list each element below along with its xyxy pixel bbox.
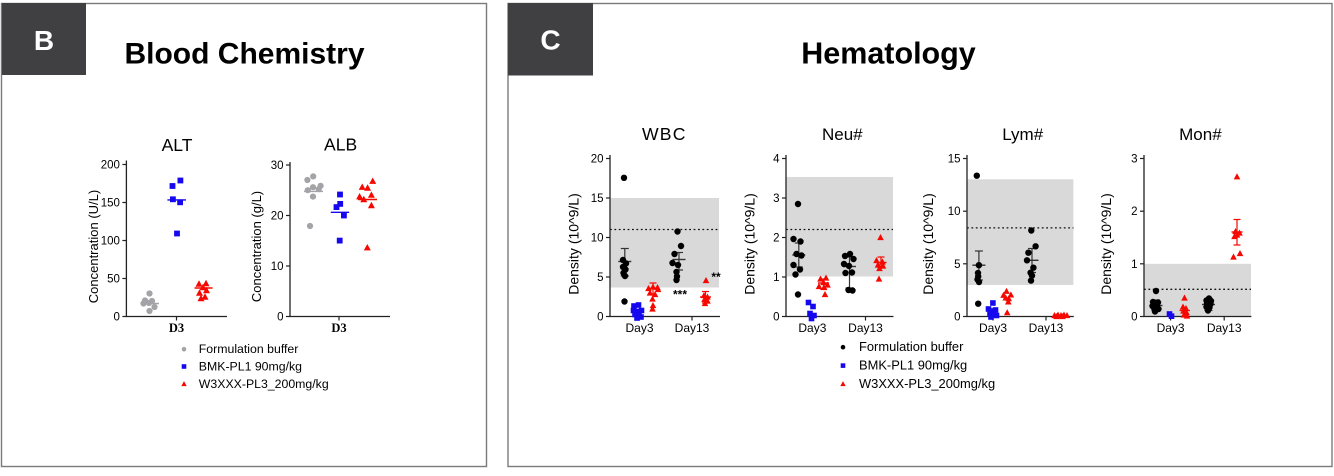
svg-text:Lym#: Lym#: [1002, 125, 1043, 144]
svg-text:0: 0: [954, 312, 960, 324]
svg-text:0: 0: [773, 312, 779, 324]
svg-text:BMK-PL1 90mg/kg: BMK-PL1 90mg/kg: [859, 358, 967, 373]
svg-text:30: 30: [271, 160, 284, 172]
svg-text:3: 3: [773, 193, 779, 205]
svg-text:20: 20: [271, 211, 284, 223]
svg-text:0: 0: [1131, 312, 1137, 324]
svg-text:ALB: ALB: [324, 135, 357, 155]
svg-text:Day3: Day3: [1157, 321, 1185, 335]
svg-text:B: B: [34, 25, 54, 56]
svg-text:Concentration (U/L): Concentration (U/L): [86, 190, 101, 303]
svg-text:Day13: Day13: [1029, 321, 1064, 335]
svg-text:15: 15: [948, 154, 961, 166]
svg-text:Day3: Day3: [798, 321, 826, 335]
svg-text:D3: D3: [331, 321, 346, 335]
svg-text:5: 5: [954, 259, 960, 271]
svg-text:W3XXX-PL3_200mg/kg: W3XXX-PL3_200mg/kg: [199, 377, 329, 391]
svg-text:1: 1: [773, 272, 779, 284]
svg-text:Hematology: Hematology: [801, 37, 976, 71]
svg-text:Density (10^9/L): Density (10^9/L): [920, 193, 936, 295]
svg-text:Day13: Day13: [848, 321, 883, 335]
svg-text:Day3: Day3: [625, 321, 653, 335]
svg-text:20: 20: [591, 154, 604, 166]
svg-text:200: 200: [101, 160, 120, 172]
svg-text:Day13: Day13: [1207, 321, 1242, 335]
svg-text:ALT: ALT: [162, 135, 193, 155]
svg-text:WBC: WBC: [642, 124, 687, 144]
svg-text:2: 2: [773, 233, 779, 245]
svg-text:0: 0: [277, 312, 283, 324]
svg-text:Density (10^9/L): Density (10^9/L): [566, 193, 582, 295]
svg-text:W3XXX-PL3_200mg/kg: W3XXX-PL3_200mg/kg: [859, 376, 995, 391]
svg-text:0: 0: [597, 312, 603, 324]
svg-text:10: 10: [271, 261, 284, 273]
svg-text:**: **: [711, 270, 721, 284]
svg-text:150: 150: [101, 198, 120, 210]
svg-text:10: 10: [948, 206, 961, 218]
svg-text:C: C: [540, 25, 560, 56]
svg-text:10: 10: [591, 233, 604, 245]
svg-text:50: 50: [107, 274, 120, 286]
svg-text:15: 15: [591, 193, 604, 205]
svg-text:Density (10^9/L): Density (10^9/L): [742, 193, 758, 295]
svg-text:100: 100: [101, 236, 120, 248]
svg-text:Formulation buffer: Formulation buffer: [859, 339, 964, 354]
svg-text:Density (10^9/L): Density (10^9/L): [1098, 193, 1114, 295]
svg-text:D3: D3: [169, 321, 184, 335]
svg-text:5: 5: [597, 272, 603, 284]
svg-text:BMK-PL1 90mg/kg: BMK-PL1 90mg/kg: [199, 360, 302, 374]
svg-text:1: 1: [1131, 259, 1137, 271]
svg-text:Blood Chemistry: Blood Chemistry: [124, 38, 364, 71]
svg-text:3: 3: [1131, 154, 1137, 166]
svg-text:Day13: Day13: [675, 321, 710, 335]
svg-text:4: 4: [773, 154, 780, 166]
svg-text:Neu#: Neu#: [822, 125, 863, 144]
svg-text:Mon#: Mon#: [1179, 125, 1222, 144]
svg-text:2: 2: [1131, 206, 1137, 218]
svg-text:0: 0: [113, 312, 119, 324]
svg-text:Concentration (g/L): Concentration (g/L): [249, 191, 264, 302]
svg-text:***: ***: [673, 288, 687, 302]
svg-text:Day3: Day3: [979, 321, 1007, 335]
svg-text:Formulation buffer: Formulation buffer: [199, 342, 299, 356]
